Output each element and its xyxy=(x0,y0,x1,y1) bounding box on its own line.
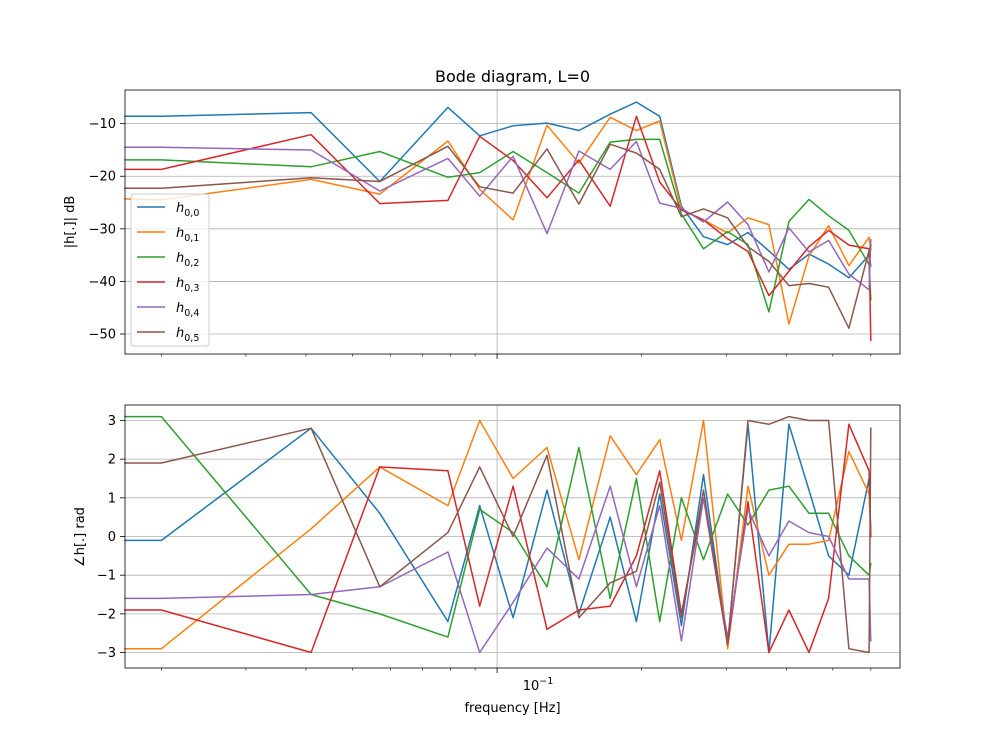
mag-y-tick-label: −20 xyxy=(89,170,116,185)
phase-series xyxy=(124,415,872,654)
legend-label-1: h0,1 xyxy=(176,226,199,244)
mag-series-line-4 xyxy=(124,140,872,291)
legend-label-5: h0,5 xyxy=(176,326,199,344)
ph-y-tick-label: −2 xyxy=(97,607,116,622)
ph-series-line-5 xyxy=(124,415,872,654)
x-axis-label: frequency [Hz] xyxy=(464,701,560,716)
ph-y-tick-label: 3 xyxy=(108,414,116,429)
ph-y-tick-label: 0 xyxy=(108,530,116,545)
ph-series-line-1 xyxy=(124,419,872,650)
legend: h0,0 h0,1 h0,2 h0,3 h0,4 h0,5 xyxy=(130,193,210,347)
magnitude-series xyxy=(124,101,872,342)
chart-title: Bode diagram, L=0 xyxy=(435,67,590,86)
mag-y-tick-label: −10 xyxy=(89,117,116,132)
legend-label-2: h0,2 xyxy=(176,251,199,269)
magnitude-axes: −10 −20 −30 −40 −50 Bode diagram, L=0 |h[.]|… xyxy=(63,67,901,359)
mag-y-tick-label: −30 xyxy=(89,222,116,237)
phase-y-axis-label: ∠h[.] rad xyxy=(73,507,88,567)
ph-series-line-2 xyxy=(124,415,872,638)
ph-y-tick-label: −3 xyxy=(97,646,116,661)
magnitude-frame xyxy=(124,89,901,355)
x-tick-label: 10−1 xyxy=(523,676,554,694)
ph-series-line-0 xyxy=(124,423,872,654)
mag-y-tick-label: −50 xyxy=(89,328,116,343)
magnitude-ticks: −10 −20 −30 −40 −50 xyxy=(89,117,872,359)
mag-series-line-3 xyxy=(124,115,872,342)
magnitude-grid xyxy=(125,90,900,354)
legend-label-0: h0,0 xyxy=(176,201,199,219)
mag-series-line-0 xyxy=(124,101,872,279)
legend-label-4: h0,4 xyxy=(176,301,199,319)
ph-series-line-3 xyxy=(124,423,872,654)
phase-ticks: 3 2 1 0 −1 −2 −3 xyxy=(97,414,872,673)
phase-grid xyxy=(125,405,900,668)
ph-y-tick-label: 1 xyxy=(108,491,116,506)
ph-y-tick-label: 2 xyxy=(108,453,116,468)
mag-y-tick-label: −40 xyxy=(89,275,116,290)
legend-label-3: h0,3 xyxy=(176,276,199,294)
ph-y-tick-label: −1 xyxy=(97,569,116,584)
ph-series-line-4 xyxy=(124,485,872,654)
mag-series-line-5 xyxy=(124,143,872,329)
magnitude-y-axis-label: |h[.]| dB xyxy=(63,196,78,249)
